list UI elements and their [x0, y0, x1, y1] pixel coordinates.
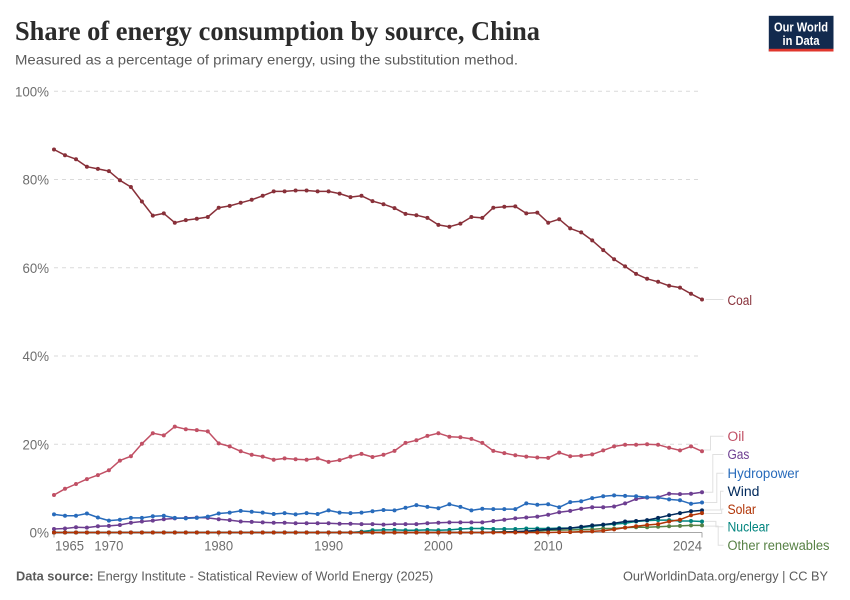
- svg-text:20%: 20%: [23, 436, 50, 452]
- svg-text:1965: 1965: [55, 538, 84, 554]
- svg-text:Our World: Our World: [774, 21, 828, 35]
- svg-text:Coal: Coal: [728, 293, 753, 308]
- svg-text:Other renewables: Other renewables: [728, 538, 830, 553]
- svg-text:2000: 2000: [424, 538, 453, 554]
- svg-text:1970: 1970: [94, 538, 123, 554]
- svg-text:in Data: in Data: [783, 34, 821, 48]
- svg-text:Oil: Oil: [728, 429, 745, 444]
- svg-text:80%: 80%: [23, 172, 50, 188]
- svg-text:Wind: Wind: [728, 484, 760, 499]
- svg-text:Gas: Gas: [728, 447, 750, 462]
- svg-text:Hydropower: Hydropower: [728, 466, 800, 481]
- svg-text:OurWorldinData.org/energy | CC: OurWorldinData.org/energy | CC BY: [623, 569, 828, 584]
- svg-text:1990: 1990: [314, 538, 343, 554]
- svg-text:60%: 60%: [23, 260, 50, 276]
- svg-text:Measured as a percentage of pr: Measured as a percentage of primary ener…: [15, 52, 518, 68]
- svg-text:40%: 40%: [23, 348, 50, 364]
- svg-text:Nuclear: Nuclear: [728, 520, 770, 535]
- svg-text:2010: 2010: [534, 538, 563, 554]
- svg-text:2024: 2024: [673, 538, 702, 554]
- svg-text:Share of energy consumption by: Share of energy consumption by source, C…: [15, 16, 540, 46]
- svg-text:100%: 100%: [15, 83, 49, 99]
- svg-text:Solar: Solar: [728, 502, 757, 517]
- svg-text:Data source: Energy Institute: Data source: Energy Institute - Statisti…: [16, 569, 433, 584]
- svg-text:1980: 1980: [204, 538, 233, 554]
- svg-text:0%: 0%: [30, 525, 50, 541]
